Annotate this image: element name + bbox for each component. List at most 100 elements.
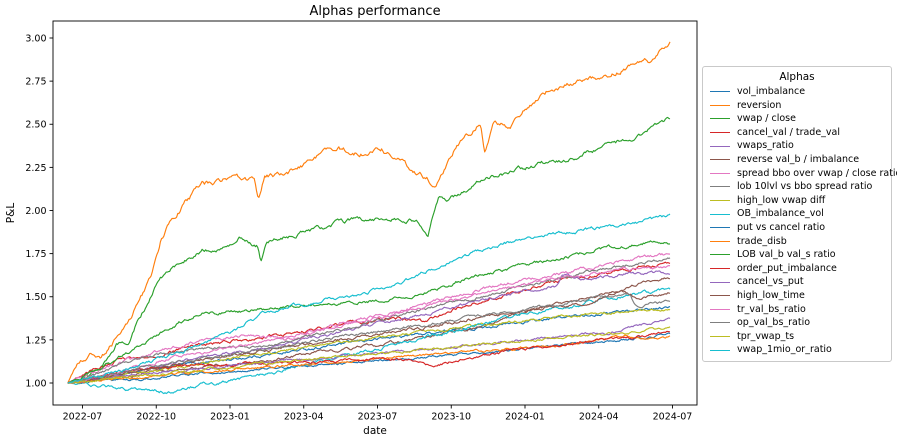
legend-item-high-low-vwap-diff: high_low vwap diff [703, 194, 891, 208]
series-line-order-put-imbalance [67, 330, 671, 384]
series-line-lob-10lvl-vs-bbo-spread-ratio [67, 257, 671, 384]
x-tick-label: 2022-10 [136, 412, 176, 423]
series-line-vwap-close [67, 116, 671, 384]
legend-swatch [710, 349, 730, 351]
legend-item-lob-val-b-val-s-ratio: LOB val_b val_s ratio [703, 248, 891, 262]
series-line-tr-val-bs-ratio [67, 265, 671, 384]
x-tick-label: 2024-01 [505, 412, 545, 423]
series-line-high-low-vwap-diff [67, 308, 671, 384]
y-tick-label: 2.75 [25, 77, 46, 88]
series-line-op-val-bs-ratio [67, 292, 671, 384]
legend-label: cancel_vs_put [737, 276, 804, 288]
legend-title: Alphas [779, 71, 815, 83]
legend-item-reverse-val-b-imbalance: reverse val_b / imbalance [703, 153, 891, 167]
legend-swatch [710, 281, 730, 283]
series-line-vwap-1mio-or-ratio [67, 213, 671, 384]
x-tick-label: 2024-04 [579, 412, 619, 423]
legend: Alphas vol_imbalance reversion vwap / clos… [702, 66, 897, 362]
legend-label: high_low vwap diff [737, 194, 826, 206]
series-line-lob-val-b-val-s-ratio [67, 240, 671, 384]
legend-swatch [710, 159, 730, 161]
legend-swatch [710, 322, 730, 324]
y-tick-label: 3.00 [25, 33, 46, 44]
legend-swatch [710, 172, 730, 174]
legend-label: reverse val_b / imbalance [737, 153, 860, 165]
series-line-ob-imbalance-vol [67, 287, 671, 395]
legend-item-trade-disb: trade_disb [703, 235, 891, 249]
chart-title: Alphas performance [309, 4, 440, 19]
legend-item-vwap-1mio-or-ratio: vwap_1mio_or_ratio [703, 343, 891, 357]
legend-swatch [710, 227, 730, 229]
legend-label: order_put_imbalance [737, 262, 837, 274]
legend-label: vol_imbalance [737, 86, 806, 97]
legend-swatch [710, 132, 730, 134]
legend-swatch [710, 268, 730, 270]
legend-label: cancel_val / trade_val [737, 126, 841, 138]
legend-item-tpr-vwap-ts: tpr_vwap_ts [703, 330, 891, 344]
legend-label: trade_disb [737, 235, 787, 247]
legend-item-cancel-vs-put: cancel_vs_put [703, 275, 891, 289]
legend-label: tr_val_bs_ratio [737, 303, 806, 315]
legend-item-reversion: reversion [703, 99, 891, 113]
legend-label: LOB val_b val_s ratio [737, 249, 836, 261]
x-tick-label: 2024-07 [653, 412, 693, 423]
legend-item-lob-10lvl-vs-bbo-spread-ratio: lob 10lvl vs bbo spread ratio [703, 180, 891, 194]
legend-item-high-low-time: high_low_time [703, 289, 891, 303]
plot-area-border [52, 20, 698, 406]
y-tick-label: 1.50 [25, 292, 46, 303]
series-line-high-low-time [67, 289, 671, 384]
y-axis-label: P&L [5, 203, 17, 224]
legend-swatch [710, 240, 730, 242]
legend-label: vwap_1mio_or_ratio [737, 344, 832, 356]
y-tick-label: 1.00 [25, 378, 46, 389]
legend-item-cancel-val-trade-val: cancel_val / trade_val [703, 126, 891, 140]
y-tick-label: 2.00 [25, 206, 46, 217]
legend-swatch [710, 254, 730, 256]
x-tick-label: 2023-04 [284, 412, 324, 423]
legend-label: lob 10lvl vs bbo spread ratio [737, 181, 873, 193]
x-tick-label: 2023-07 [358, 412, 398, 423]
legend-swatch [710, 335, 730, 337]
x-axis-label: date [363, 425, 387, 437]
legend-item-vol-imbalance: vol_imbalance [703, 85, 891, 99]
legend-swatch [710, 308, 730, 310]
legend-swatch [710, 295, 730, 297]
legend-label: op_val_bs_ratio [737, 317, 811, 329]
y-tick-label: 1.75 [25, 249, 46, 260]
y-tick-label: 2.25 [25, 163, 46, 174]
legend-label: vwaps_ratio [737, 140, 794, 152]
legend-label: vwap / close [737, 113, 796, 125]
legend-label: OB_imbalance_vol [737, 208, 824, 220]
y-tick-label: 2.50 [25, 120, 46, 131]
legend-item-vwaps-ratio: vwaps_ratio [703, 139, 891, 153]
legend-swatch [710, 200, 730, 202]
legend-item-order-put-imbalance: order_put_imbalance [703, 262, 891, 276]
legend-swatch [710, 91, 730, 93]
legend-swatch [710, 145, 730, 147]
legend-item-tr-val-bs-ratio: tr_val_bs_ratio [703, 303, 891, 317]
y-tick-label: 1.25 [25, 335, 46, 346]
series-line-spread-bbo-over-vwap-close-ratio [67, 252, 671, 384]
legend-swatch [710, 104, 730, 106]
legend-item-op-val-bs-ratio: op_val_bs_ratio [703, 316, 891, 330]
x-tick-label: 2023-01 [210, 412, 250, 423]
series-line-tpr-vwap-ts [67, 326, 671, 384]
legend-swatch [710, 186, 730, 188]
series-line-reversion [67, 41, 671, 384]
legend-items: vol_imbalance reversion vwap / close cancel… [703, 85, 897, 357]
legend-label: tpr_vwap_ts [737, 330, 795, 342]
legend-item-put-vs-cancel-ratio: put vs cancel ratio [703, 221, 891, 235]
series-lines [67, 41, 671, 395]
legend-swatch [710, 213, 730, 215]
x-tick-label: 2022-07 [63, 412, 103, 423]
legend-swatch [710, 118, 730, 120]
x-tick-label: 2023-10 [431, 412, 471, 423]
legend-label: spread bbo over vwap / close ratio [737, 167, 897, 179]
legend-item-ob-imbalance-vol: OB_imbalance_vol [703, 207, 891, 221]
legend-item-vwap-close: vwap / close [703, 112, 891, 126]
axes: 1.00 1.25 1.50 1.75 2.00 2.25 2.50 2.75 3.00 2022… [25, 33, 692, 422]
legend-item-spread-bbo-over-vwap-close-ratio: spread bbo over vwap / close ratio [703, 167, 897, 181]
legend-label: high_low_time [737, 289, 805, 301]
legend-label: reversion [737, 99, 782, 111]
legend-label: put vs cancel ratio [737, 221, 826, 233]
